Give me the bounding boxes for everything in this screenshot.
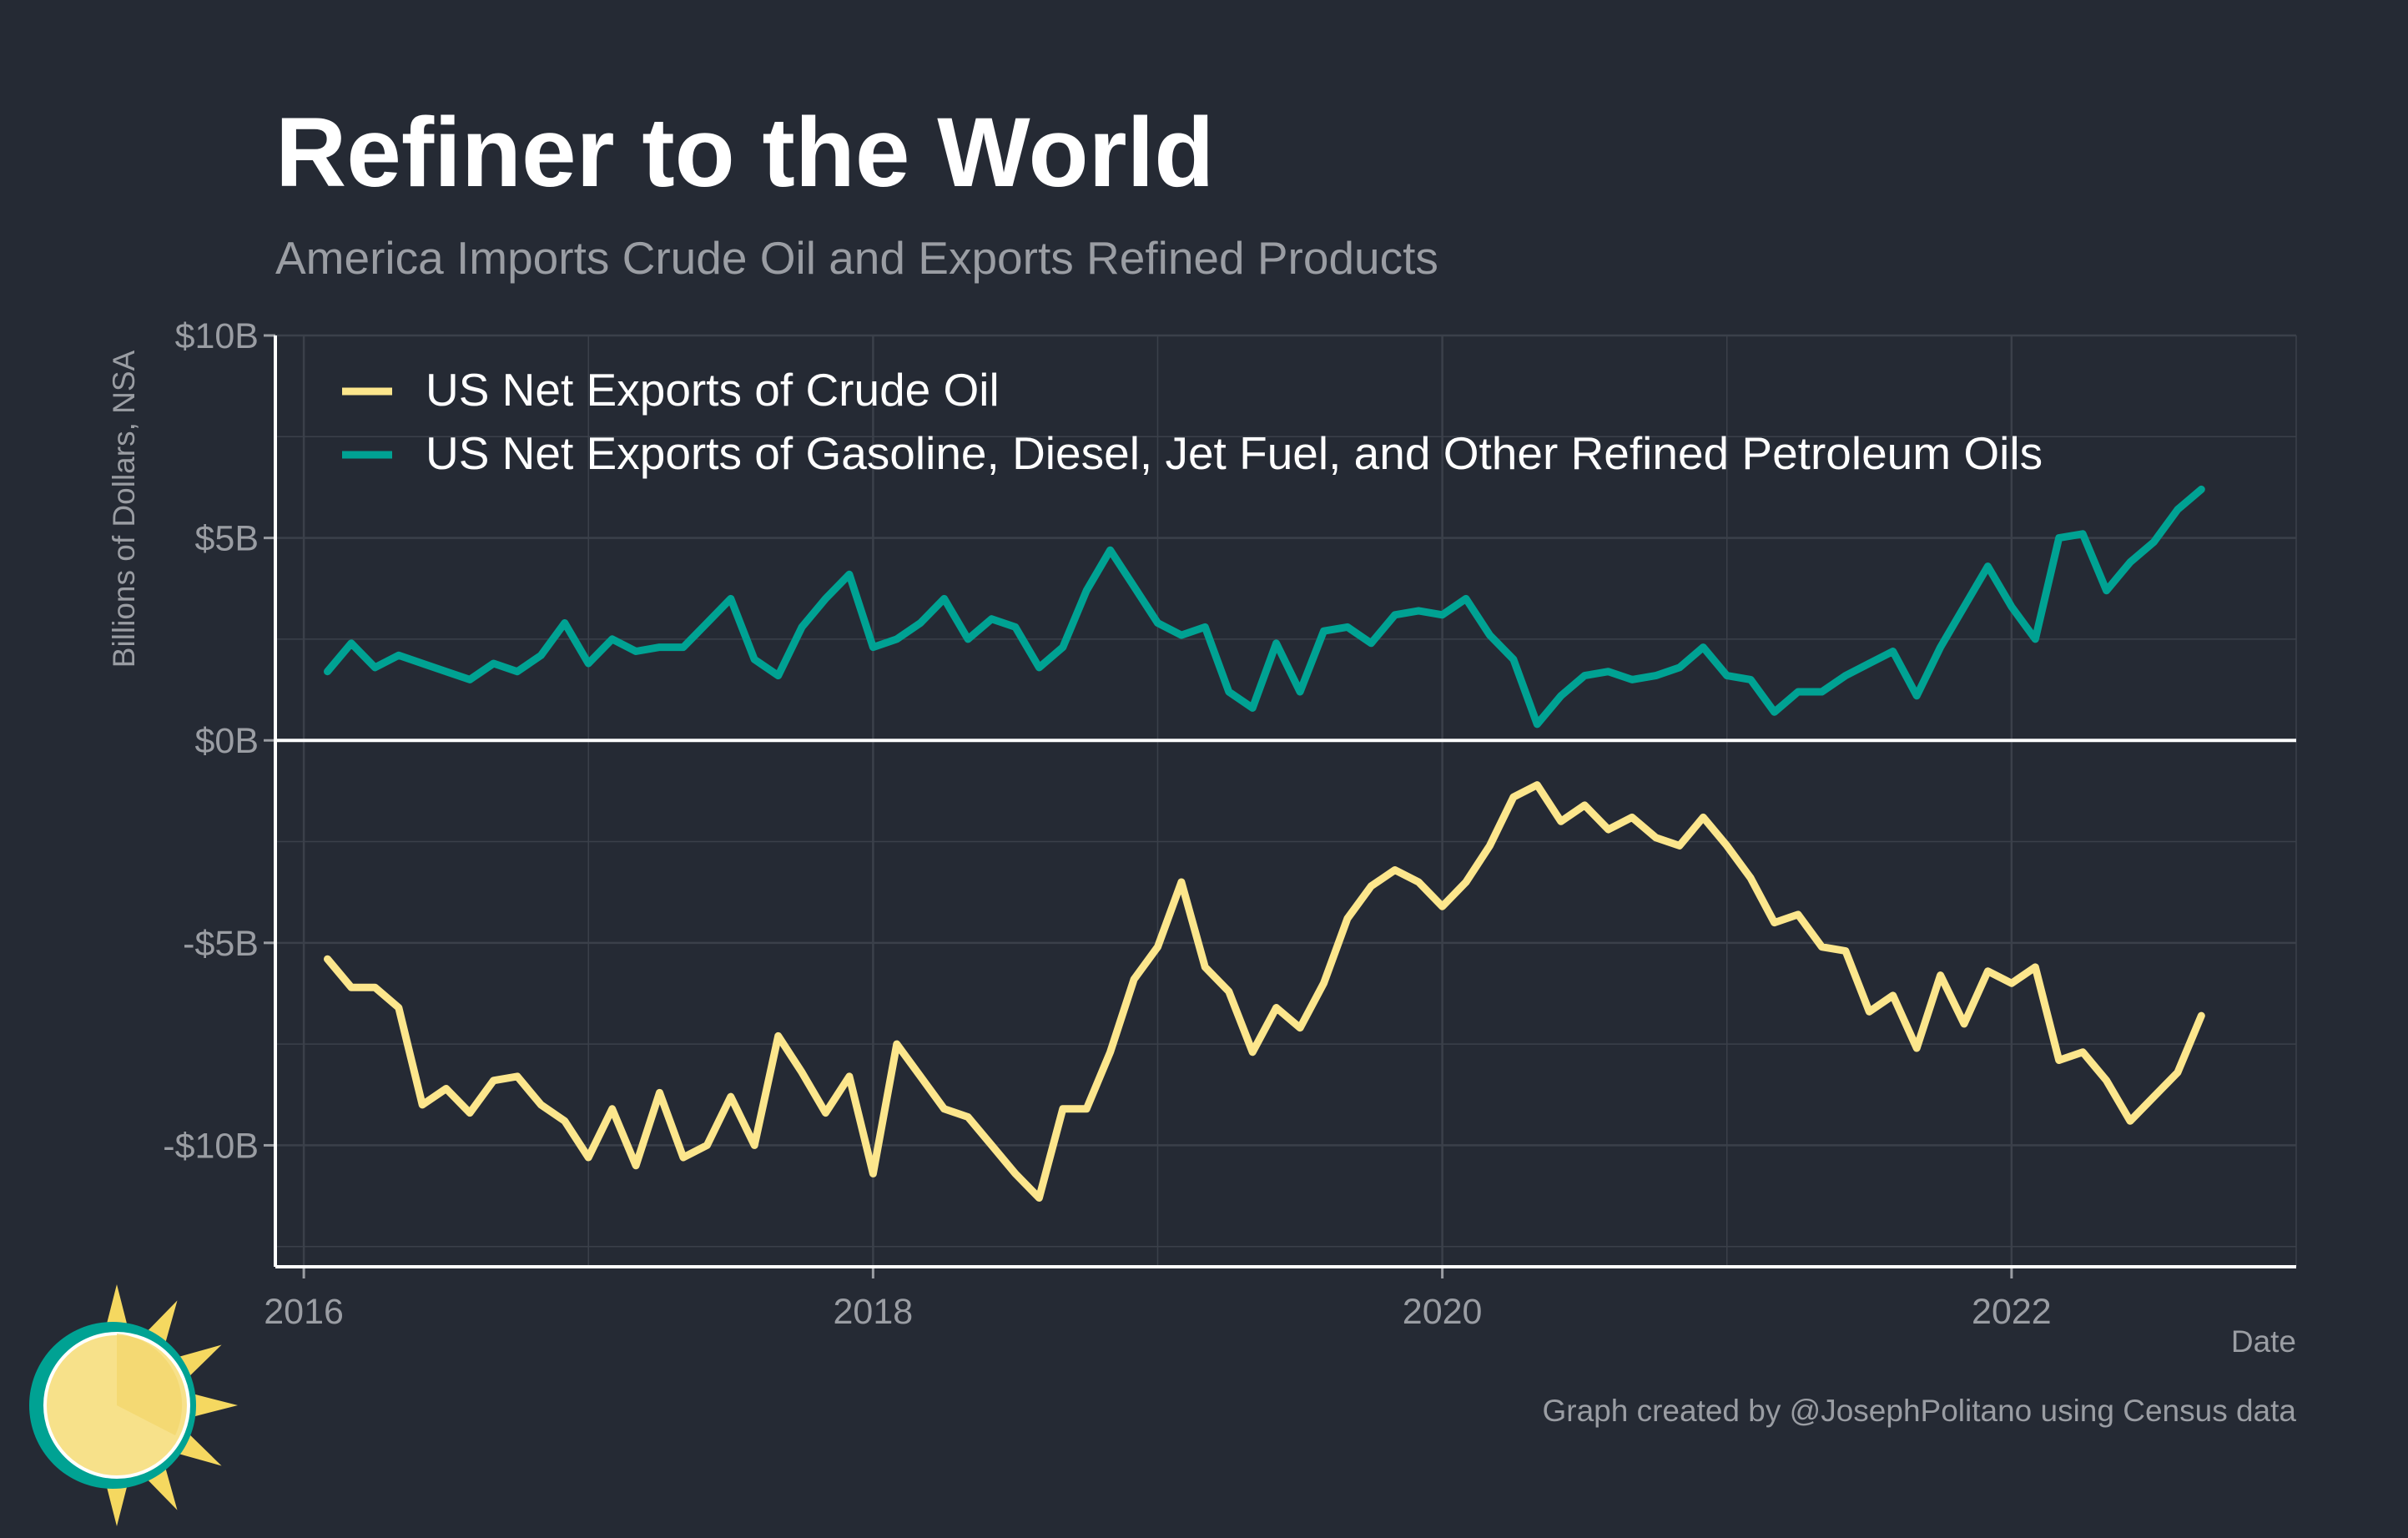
- chart-title: Refiner to the World: [275, 98, 1214, 208]
- series-line-refined-products: [324, 485, 2205, 729]
- x-tick-label: 2020: [1403, 1292, 1483, 1332]
- legend-label-refined: US Net Exports of Gasoline, Diesel, Jet …: [426, 427, 2043, 479]
- x-tick-label: 2016: [264, 1292, 344, 1332]
- legend-label-crude: US Net Exports of Crude Oil: [426, 364, 1000, 416]
- x-axis-label: Date: [2231, 1324, 2296, 1359]
- sun-ray: [104, 1284, 129, 1332]
- footer-credit: Graph created by @JosephPolitano using C…: [1542, 1394, 2296, 1428]
- y-tick-label: $0B: [194, 721, 259, 761]
- x-tick-label: 2022: [1972, 1292, 2052, 1332]
- y-axis-ticks: $10B $5B $0B -$5B -$10B: [163, 316, 275, 1166]
- legend: US Net Exports of Crude Oil US Net Expor…: [342, 364, 2043, 479]
- sun-logo-icon: [29, 1284, 238, 1526]
- x-axis-ticks: 2016 2018 2020 2022: [264, 1267, 2052, 1332]
- y-tick-label: -$5B: [183, 924, 259, 964]
- y-tick-label: $5B: [194, 519, 259, 559]
- y-tick-label: -$10B: [163, 1126, 259, 1166]
- y-tick-label: $10B: [175, 316, 259, 356]
- sun-ray: [104, 1479, 129, 1526]
- y-axis-label: Billions of Dollars, NSA: [107, 350, 141, 668]
- series-lines: [324, 485, 2205, 1202]
- x-tick-label: 2018: [834, 1292, 914, 1332]
- series-line-crude-oil: [324, 781, 2205, 1202]
- sun-ray: [190, 1393, 238, 1418]
- chart-subtitle: America Imports Crude Oil and Exports Re…: [275, 232, 1438, 284]
